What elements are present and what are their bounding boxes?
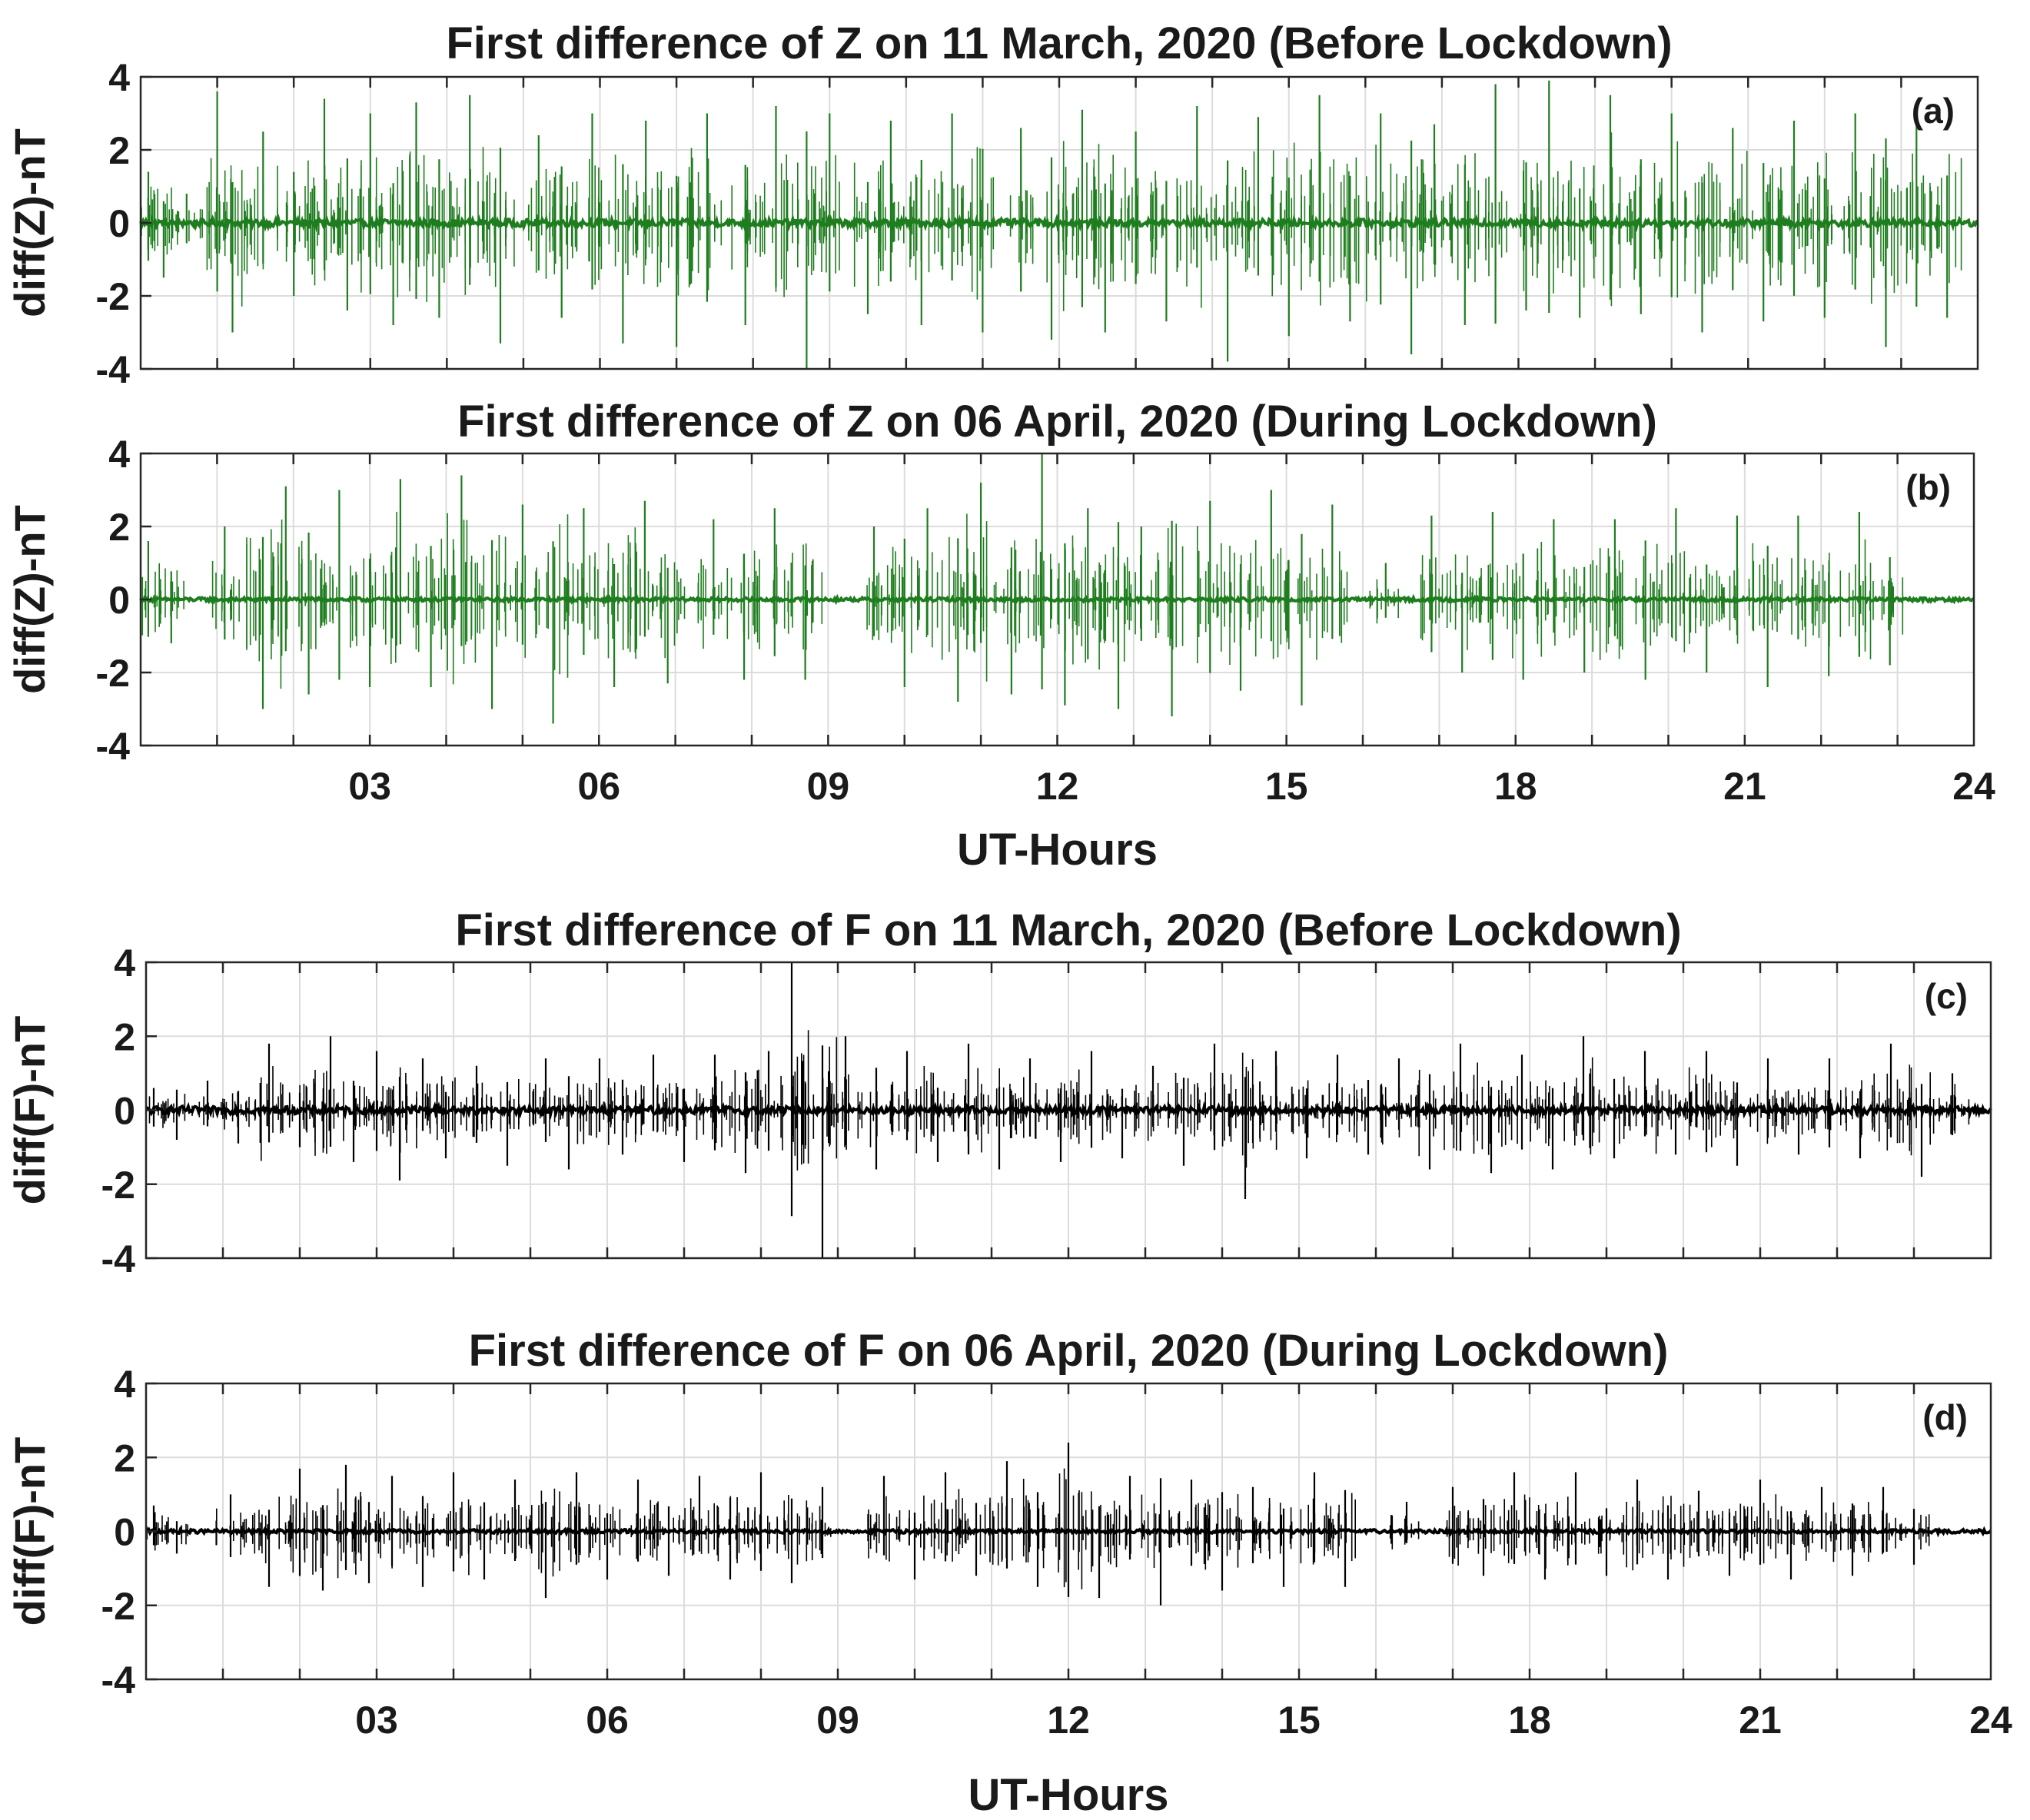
x-tick-label: 21 bbox=[1739, 1699, 1782, 1742]
y-axis-label: diff(F)-nT bbox=[5, 1016, 54, 1205]
y-tick-label: -2 bbox=[101, 1164, 135, 1207]
x-tick-label: 03 bbox=[355, 1699, 398, 1742]
panel-label: (b) bbox=[1905, 467, 1951, 507]
panel-d: 4 2 0 -2 -4 03 06 09 12 15 18 21 24 First difference … bbox=[5, 1326, 2012, 1820]
panel-title: First difference of F on 11 March, 2020 … bbox=[455, 905, 1681, 955]
y-tick-label: -2 bbox=[101, 1585, 135, 1628]
x-tick-label: 15 bbox=[1277, 1699, 1321, 1742]
panel-label: (d) bbox=[1922, 1397, 1968, 1437]
y-tick-label: 2 bbox=[108, 506, 130, 549]
panel-title: First difference of Z on 11 March, 2020 … bbox=[446, 18, 1672, 68]
x-tick-label: 06 bbox=[577, 765, 620, 808]
y-tick-label: 0 bbox=[108, 202, 130, 245]
x-axis-label: UT-Hours bbox=[968, 1770, 1169, 1820]
noise-bursts-b bbox=[141, 511, 1904, 689]
x-tick-label: 12 bbox=[1036, 765, 1079, 808]
panel-label: (c) bbox=[1925, 976, 1968, 1016]
x-tick-label: 18 bbox=[1494, 765, 1537, 808]
x-tick-label: 15 bbox=[1265, 765, 1308, 808]
y-axis-label: diff(F)-nT bbox=[5, 1437, 54, 1626]
y-tick-label: 0 bbox=[108, 579, 130, 622]
panel-c: 4 2 0 -2 -4 First difference of F on 11 March… bbox=[5, 905, 1992, 1280]
x-tick-label: 09 bbox=[807, 765, 850, 808]
x-axis-label: UT-Hours bbox=[957, 825, 1158, 875]
y-tick-label: 0 bbox=[114, 1511, 135, 1554]
y-tick-label: 4 bbox=[114, 1363, 135, 1406]
x-tick-label: 21 bbox=[1723, 765, 1766, 808]
x-tick-label: 18 bbox=[1508, 1699, 1551, 1742]
y-tick-label: -4 bbox=[101, 1237, 136, 1280]
panel-label: (a) bbox=[1912, 91, 1955, 131]
y-tick-label: -2 bbox=[96, 275, 130, 318]
y-tick-label: -4 bbox=[96, 348, 131, 391]
y-tick-label: 4 bbox=[108, 56, 130, 99]
panel-a: 4 2 0 -2 -4 First difference of Z on 11 March… bbox=[5, 18, 1979, 391]
x-tick-label: 24 bbox=[1969, 1699, 2012, 1742]
panel-title: First difference of F on 06 April, 2020 … bbox=[469, 1326, 1669, 1376]
x-tick-label: 09 bbox=[816, 1699, 859, 1742]
x-tick-label: 24 bbox=[1952, 765, 1995, 808]
y-tick-label: 4 bbox=[108, 433, 130, 476]
x-tick-label: 06 bbox=[586, 1699, 629, 1742]
y-tick-label: 0 bbox=[114, 1090, 135, 1133]
y-tick-label: 4 bbox=[114, 942, 135, 985]
y-tick-label: 2 bbox=[108, 129, 130, 172]
y-tick-label: -4 bbox=[96, 725, 131, 768]
y-axis-label: diff(Z)-nT bbox=[5, 505, 54, 694]
y-axis-label: diff(Z)-nT bbox=[5, 128, 54, 317]
y-tick-label: 2 bbox=[114, 1436, 135, 1480]
y-tick-label: -2 bbox=[96, 652, 130, 695]
y-tick-label: 2 bbox=[114, 1015, 135, 1058]
x-tick-label: 03 bbox=[348, 765, 391, 808]
x-tick-label: 12 bbox=[1047, 1699, 1090, 1742]
panel-title: First difference of Z on 06 April, 2020 … bbox=[457, 397, 1657, 447]
y-tick-label: -4 bbox=[101, 1659, 136, 1702]
panel-b: 4 2 0 -2 -4 03 06 09 12 15 18 21 24 First difference … bbox=[5, 397, 1995, 875]
